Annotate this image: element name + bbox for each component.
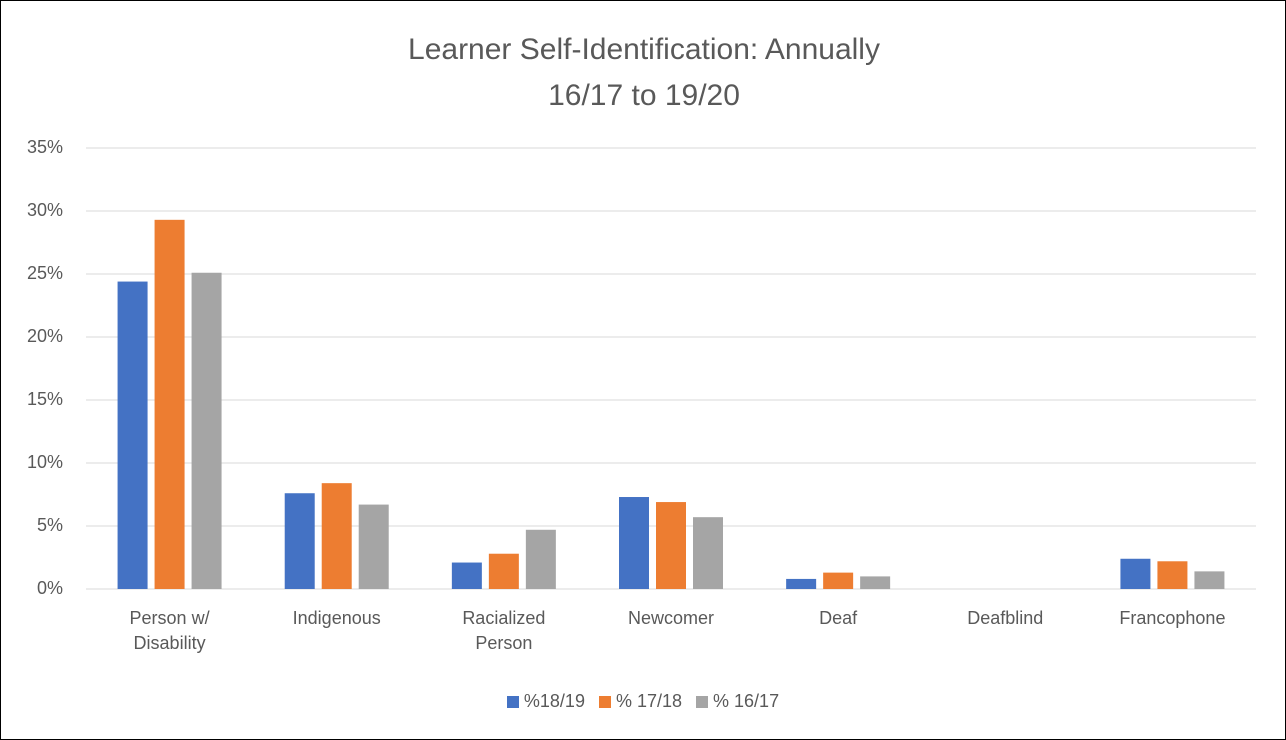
bar <box>1194 571 1225 589</box>
legend: %18/19 % 17/18 % 16/17 <box>1 691 1285 712</box>
chart-subtitle: 16/17 to 19/20 <box>548 79 740 112</box>
legend-item: %18/19 <box>506 691 585 712</box>
legend-item: % 16/17 <box>696 691 779 712</box>
bar <box>823 572 854 589</box>
y-tick-label: 20% <box>27 326 63 346</box>
bar <box>786 578 817 589</box>
y-tick-label: 30% <box>27 200 63 220</box>
legend-label: %18/19 <box>523 691 585 711</box>
x-tick-label: Person w/ Disability <box>129 608 210 653</box>
legend-label: % 17/18 <box>615 691 683 711</box>
bar <box>117 281 148 589</box>
bar <box>358 504 389 589</box>
y-tick-label: 35% <box>27 137 63 157</box>
x-tick-label: Deaf <box>819 608 858 628</box>
bar <box>656 502 686 589</box>
x-tick-label: Francophone <box>1119 608 1226 628</box>
chart-title: Learner Self-Identification: Annually <box>408 33 880 66</box>
bar <box>284 493 315 589</box>
y-tick-label: 15% <box>27 389 63 409</box>
bar <box>154 219 185 589</box>
x-tick-label: Indigenous <box>292 608 381 628</box>
legend-swatch <box>696 695 709 708</box>
bar <box>321 483 352 589</box>
legend-label: % 16/17 <box>713 691 780 711</box>
bar <box>860 576 891 589</box>
x-tick-label: Newcomer <box>627 608 715 628</box>
y-tick-label: 0% <box>37 578 63 598</box>
bar <box>525 529 556 589</box>
bar <box>451 562 482 589</box>
bar <box>693 517 723 589</box>
bar <box>1120 558 1151 589</box>
y-tick-label: 10% <box>27 452 63 472</box>
bar <box>191 272 222 589</box>
x-tick-label: Racialized Person <box>462 608 546 653</box>
bar <box>488 553 519 589</box>
legend-item: % 17/18 <box>598 691 683 712</box>
bar <box>619 497 649 589</box>
y-tick-label: 5% <box>37 515 63 535</box>
x-tick-label: Deafblind <box>967 608 1044 628</box>
legend-swatch <box>598 695 611 708</box>
bar <box>1157 561 1188 589</box>
y-tick-label: 25% <box>27 263 63 283</box>
legend-swatch <box>506 695 519 708</box>
